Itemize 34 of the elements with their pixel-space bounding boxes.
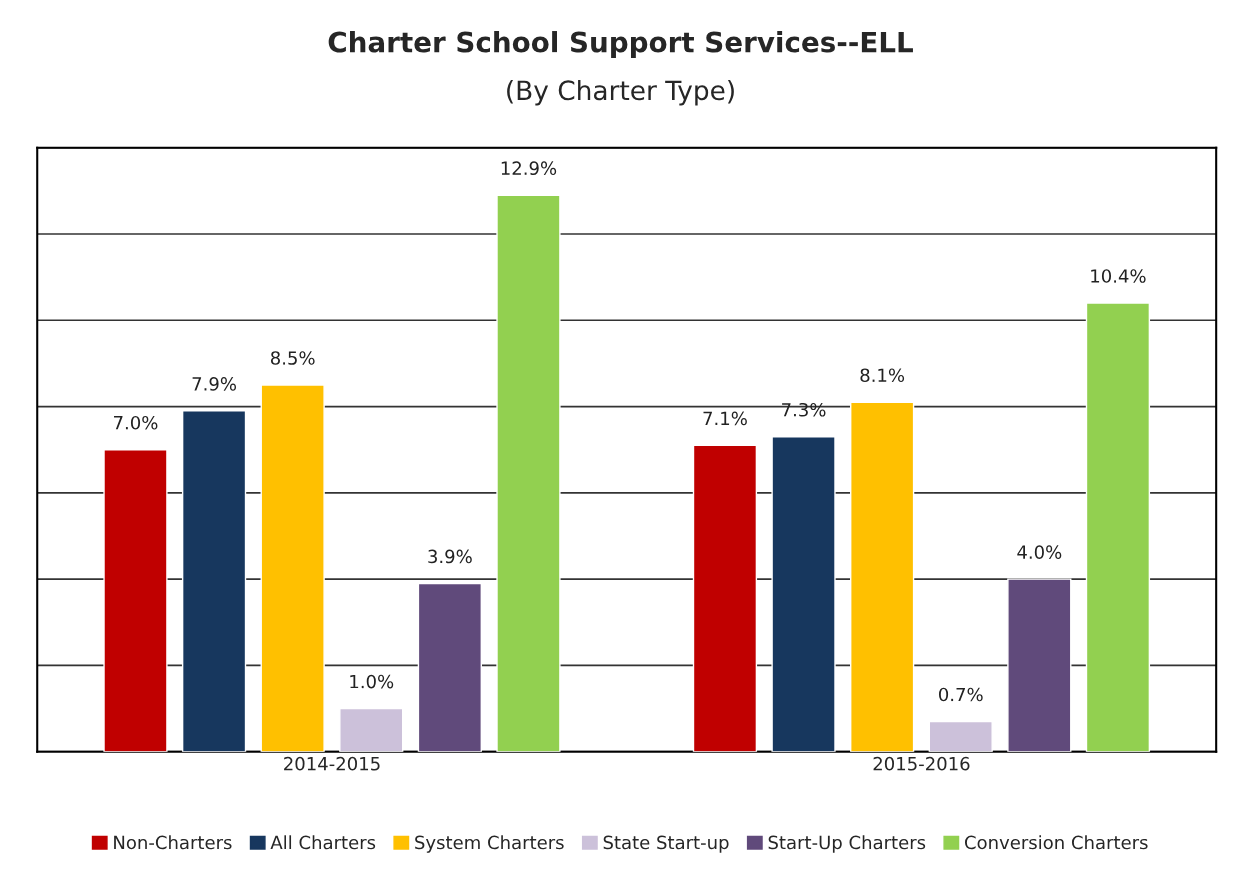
chart-subtitle: (By Charter Type) <box>507 79 734 106</box>
data-label: 3.9% <box>428 549 472 564</box>
bar <box>928 720 993 752</box>
data-label: 12.9% <box>501 161 557 176</box>
bar <box>850 401 915 752</box>
legend-label: System Charters <box>415 835 564 853</box>
bar <box>181 410 247 752</box>
data-label: 7.1% <box>703 411 747 426</box>
bar <box>103 449 168 752</box>
legend-label: Non-Charters <box>114 835 232 850</box>
bar <box>1085 302 1151 752</box>
x-tick-label: 2015-2016 <box>873 756 970 771</box>
bar <box>1007 578 1072 752</box>
bar <box>692 444 758 752</box>
bar <box>339 707 404 752</box>
x-tick-label: 2014-2015 <box>284 756 380 771</box>
data-label: 7.0% <box>114 415 158 430</box>
legend-label: Start-Up Charters <box>768 835 926 853</box>
data-label: 7.3% <box>782 402 826 417</box>
legend-label: All Charters <box>270 835 376 850</box>
chart-title: Charter School Support Services--ELL <box>328 31 913 58</box>
bar <box>417 582 482 752</box>
data-label: 4.0% <box>1017 545 1062 559</box>
bar <box>260 384 325 752</box>
legend-label: Conversion Charters <box>964 835 1148 850</box>
legend-label: State Start-up <box>603 835 729 853</box>
bar <box>771 436 836 752</box>
data-label: 8.5% <box>270 351 315 365</box>
data-label: 1.0% <box>350 674 394 689</box>
bar <box>496 194 561 752</box>
data-label: 0.7% <box>939 687 983 702</box>
data-label: 7.9% <box>192 377 237 391</box>
data-label: 8.1% <box>860 368 905 383</box>
data-label: 10.4% <box>1091 269 1146 283</box>
